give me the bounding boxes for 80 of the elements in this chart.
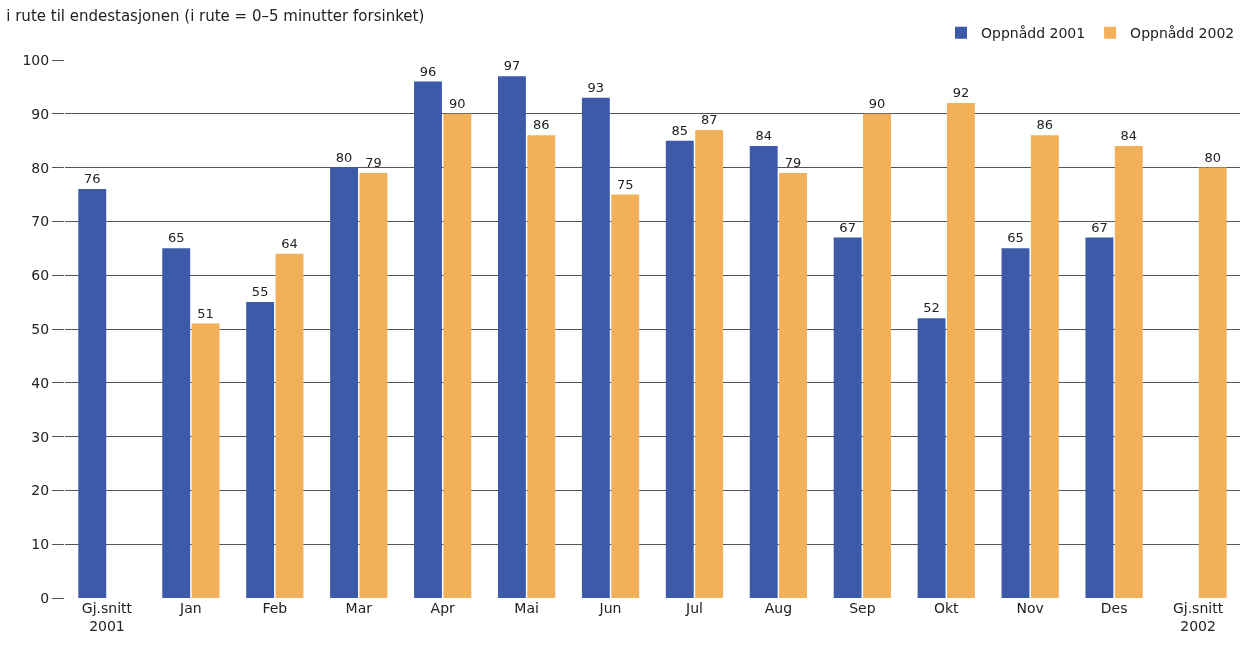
y-tick-label: 10	[31, 536, 50, 553]
data-label: 65	[1007, 230, 1024, 246]
bar	[749, 146, 778, 598]
bar	[863, 113, 891, 598]
data-label: 86	[533, 117, 550, 133]
y-tick-label: 60	[31, 267, 50, 284]
x-tick-label: Okt	[933, 600, 960, 616]
chart-title: i rute til endestasjonen (i rute = 0–5 minutter forsinket)	[6, 6, 425, 25]
y-tick-label: 20	[31, 482, 50, 499]
x-tick-label: Mai	[514, 600, 539, 616]
data-label: 79	[784, 154, 802, 170]
bar	[1085, 237, 1114, 598]
y-tick-label: 90	[31, 105, 50, 122]
data-label: 86	[1036, 117, 1054, 133]
bar	[414, 81, 442, 598]
data-label: 51	[197, 305, 214, 321]
bar	[443, 113, 472, 598]
y-tick-label: 100	[22, 51, 50, 68]
y-tick-label: 30	[31, 428, 50, 445]
y-tick-label: 40	[31, 374, 50, 391]
bar	[665, 140, 694, 598]
x-tick-label: Feb	[262, 600, 288, 616]
bar	[78, 189, 107, 598]
data-label: 65	[167, 230, 185, 246]
bar	[527, 135, 556, 598]
data-label: 90	[868, 95, 886, 111]
data-label: 64	[281, 235, 298, 251]
x-tick-label: Sep	[849, 600, 876, 616]
bar	[833, 237, 862, 598]
bar	[162, 248, 191, 598]
data-label: 80	[335, 149, 353, 165]
x-tick-label: Mar	[345, 600, 373, 616]
bar	[359, 172, 388, 598]
bar	[497, 76, 526, 598]
bar	[330, 167, 359, 598]
bar	[946, 103, 975, 598]
data-label: 52	[923, 300, 940, 316]
bar	[917, 318, 946, 598]
bar	[1198, 167, 1227, 598]
data-label: 96	[419, 63, 437, 79]
x-tick-label: Gj.snitt 2002	[1172, 600, 1224, 635]
data-label: 76	[84, 171, 101, 187]
data-label: 93	[587, 79, 605, 95]
bar	[1001, 248, 1030, 598]
x-tick-label: Jun	[598, 600, 622, 616]
data-label: 90	[449, 95, 466, 111]
bar	[581, 97, 610, 598]
bar	[275, 253, 304, 598]
x-tick-label: Apr	[430, 600, 456, 616]
legend-label: Oppnådd 2002	[1130, 25, 1235, 42]
x-tick-label: Jan	[179, 600, 202, 616]
data-label: 84	[755, 128, 772, 144]
data-label: 67	[1091, 219, 1108, 235]
data-label: 84	[1120, 128, 1138, 144]
x-tick-label: Des	[1100, 600, 1128, 616]
data-label: 80	[1204, 149, 1221, 165]
bar	[695, 129, 724, 598]
y-tick-label: 70	[31, 213, 50, 230]
y-tick-label: 80	[31, 159, 50, 176]
data-label: 79	[365, 154, 382, 170]
legend-label: Oppnådd 2001	[981, 25, 1086, 42]
bar	[191, 323, 220, 598]
data-label: 92	[952, 85, 970, 101]
x-tick-label: Jul	[685, 600, 703, 616]
data-label: 67	[839, 219, 856, 235]
x-tick-label: Nov	[1016, 600, 1044, 616]
bar	[1030, 135, 1059, 598]
bar	[1114, 146, 1143, 598]
bar	[611, 194, 640, 598]
x-tick-label: Gj.snitt 2001	[81, 600, 133, 635]
y-tick-label: 50	[31, 320, 50, 337]
data-label: 97	[503, 58, 521, 74]
data-label: 85	[671, 122, 689, 138]
bar	[246, 302, 275, 598]
y-tick-label: 0	[40, 589, 50, 606]
data-label: 87	[700, 111, 718, 127]
x-tick-label: Aug	[764, 600, 793, 616]
data-label: 55	[251, 284, 269, 300]
data-label: 75	[616, 176, 634, 192]
bar	[779, 172, 808, 598]
